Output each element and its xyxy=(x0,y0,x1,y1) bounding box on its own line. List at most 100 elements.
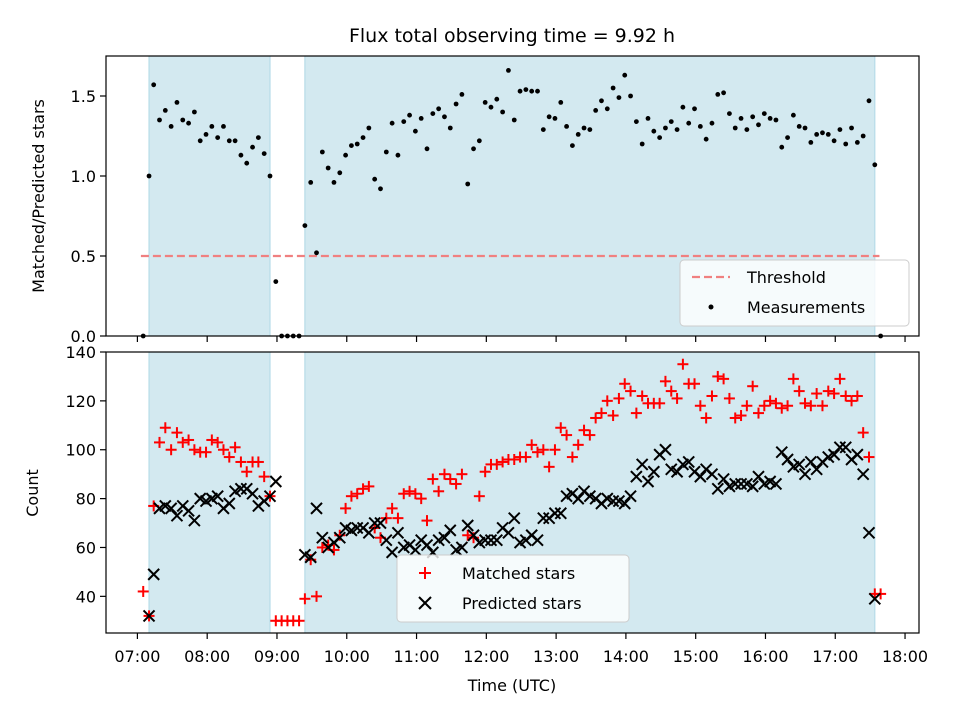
measurement-point xyxy=(325,165,331,171)
measurement-point xyxy=(703,136,709,142)
matched-star-point xyxy=(159,422,171,434)
measurement-point xyxy=(191,109,197,115)
measurement-point xyxy=(796,124,802,129)
measurement-point xyxy=(756,122,761,128)
measurement-point xyxy=(453,101,459,107)
bottom-y-tick-label: 100 xyxy=(65,441,96,460)
measurement-point xyxy=(430,111,436,116)
x-axis-label: Time (UTC) xyxy=(467,676,556,695)
measurement-point xyxy=(331,180,337,185)
measurement-point xyxy=(401,119,407,124)
measurement-point xyxy=(465,181,471,187)
measurement-point xyxy=(849,125,854,131)
matched-star-point xyxy=(311,590,323,602)
predicted-star-point xyxy=(269,475,283,488)
measurement-point xyxy=(599,98,604,104)
matched-star-point xyxy=(537,444,549,456)
measurement-point xyxy=(162,108,168,113)
measurement-point xyxy=(639,141,645,147)
matched-star-point xyxy=(764,395,776,407)
matched-star-point xyxy=(398,488,410,500)
matched-star-point xyxy=(433,485,445,497)
predicted-star-point xyxy=(798,467,812,481)
measurement-point xyxy=(540,127,546,132)
measurement-point xyxy=(814,132,820,137)
predicted-star-point xyxy=(362,526,376,540)
bottom-plot-frame xyxy=(105,351,920,634)
measurement-point xyxy=(255,135,261,141)
measurement-point xyxy=(837,127,843,132)
measurement-point xyxy=(552,116,558,121)
measurement-point xyxy=(825,132,831,137)
measurement-point xyxy=(831,138,837,144)
bottom-y-tick-label: 40 xyxy=(76,587,96,606)
matched-star-point xyxy=(555,422,567,434)
measurement-point xyxy=(790,112,796,118)
predicted-star-point xyxy=(316,531,329,544)
matched-legend-swatch xyxy=(419,567,431,579)
measurement-point xyxy=(395,152,401,158)
predicted-star-point xyxy=(705,467,719,481)
predicted-star-point xyxy=(624,489,637,503)
measurement-point xyxy=(215,135,221,141)
matched-star-point xyxy=(508,454,520,466)
measurement-point xyxy=(779,144,785,150)
top-legend: Threshold Measurements xyxy=(679,259,910,327)
matched-star-point xyxy=(729,412,741,424)
top-observing-windows xyxy=(148,56,876,336)
matched-star-point xyxy=(299,593,311,605)
matched-star-point xyxy=(543,461,555,473)
predicted-star-point xyxy=(781,453,794,466)
matched-star-point xyxy=(450,478,462,490)
matched-star-point xyxy=(404,485,416,497)
measurement-point xyxy=(436,106,442,112)
measurement-point xyxy=(488,104,494,110)
measurement-point xyxy=(186,120,191,126)
matched-star-point xyxy=(438,468,450,480)
predicted-star-point xyxy=(455,541,469,554)
predicted-star-point xyxy=(670,465,684,478)
matched-star-point xyxy=(340,502,352,514)
predicted-star-point xyxy=(717,472,730,486)
matched-star-point xyxy=(758,400,770,412)
predicted-star-point xyxy=(682,455,695,469)
matched-star-point xyxy=(601,395,613,407)
predicted-star-point xyxy=(170,509,184,522)
matched-star-point xyxy=(840,390,852,402)
measurement-point xyxy=(645,116,651,121)
predicted-star-point xyxy=(659,443,672,456)
predicted-star-point xyxy=(484,533,498,547)
matched-star-point xyxy=(863,451,875,463)
measurement-point xyxy=(761,111,767,116)
measurement-point xyxy=(581,125,587,131)
measurement-point xyxy=(146,173,152,179)
measurement-point xyxy=(558,100,564,105)
predicted-star-point xyxy=(234,482,248,496)
matched-star-point xyxy=(694,400,706,412)
predicted-star-point xyxy=(478,533,492,547)
x-tick-label: 16:00 xyxy=(742,647,788,666)
x-tick-label: 10:00 xyxy=(324,647,370,666)
measurement-point xyxy=(476,138,482,144)
matched-star-point xyxy=(427,473,439,485)
predicted-star-point xyxy=(502,526,515,540)
matched-star-point xyxy=(723,392,735,404)
bottom-y-tick-label: 120 xyxy=(65,392,96,411)
measurement-point xyxy=(587,127,593,132)
predicted-legend-swatch xyxy=(418,596,432,610)
matched-star-point xyxy=(846,395,858,407)
matched-star-point xyxy=(363,480,375,492)
measurement-point xyxy=(174,100,180,105)
top-y-tick-label: 1.0 xyxy=(71,167,96,186)
bottom-y-tick-label: 80 xyxy=(76,490,96,509)
measurement-point xyxy=(529,88,535,94)
matched-star-point xyxy=(479,466,491,478)
measurement-point xyxy=(354,141,360,147)
measurement-point xyxy=(412,128,418,134)
bottom-legend-box xyxy=(396,554,630,623)
measurement-point xyxy=(459,92,465,97)
matched-star-point xyxy=(566,451,578,463)
matched-star-point xyxy=(171,427,183,439)
matched-star-point xyxy=(752,407,764,419)
matched-star-point xyxy=(811,388,823,400)
